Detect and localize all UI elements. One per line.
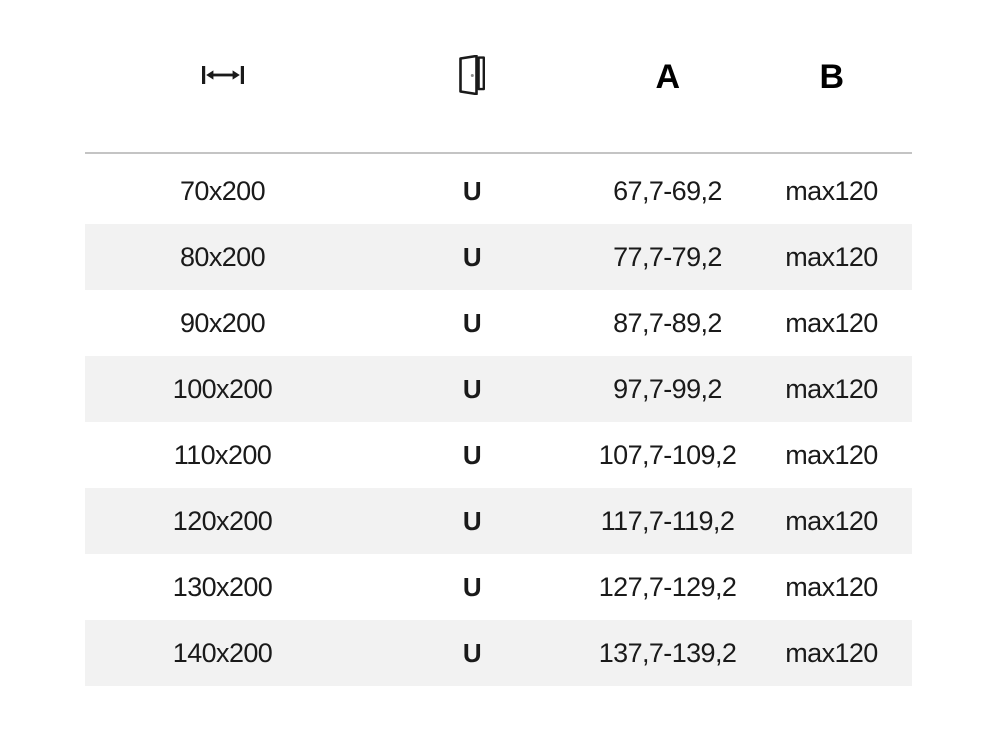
open-door-icon bbox=[458, 54, 486, 100]
cell-size: 140x200 bbox=[172, 637, 273, 668]
cell-b: max120 bbox=[785, 307, 878, 338]
cell-a: 137,7-139,2 bbox=[598, 637, 737, 668]
cell-opening-direction: U bbox=[462, 505, 482, 536]
width-dimension-icon bbox=[200, 60, 246, 95]
cell-opening-direction: U bbox=[462, 439, 482, 470]
header-divider bbox=[85, 152, 912, 154]
column-header-b-label: B bbox=[819, 58, 844, 96]
cell-opening-direction: U bbox=[462, 175, 482, 206]
table-row: 100x200 U 97,7-99,2 max120 bbox=[85, 356, 912, 422]
cell-b: max120 bbox=[785, 637, 878, 668]
cell-opening-direction: U bbox=[462, 307, 482, 338]
table-row: 140x200 U 137,7-139,2 max120 bbox=[85, 620, 912, 686]
table-row: 90x200 U 87,7-89,2 max120 bbox=[85, 290, 912, 356]
cell-size: 100x200 bbox=[172, 373, 273, 404]
cell-a: 127,7-129,2 bbox=[598, 571, 737, 602]
cell-a: 77,7-79,2 bbox=[613, 241, 722, 272]
table-row: 80x200 U 77,7-79,2 max120 bbox=[85, 224, 912, 290]
cell-a: 67,7-69,2 bbox=[613, 175, 722, 206]
cell-a: 97,7-99,2 bbox=[613, 373, 722, 404]
table-row: 120x200 U 117,7-119,2 max120 bbox=[85, 488, 912, 554]
cell-b: max120 bbox=[785, 241, 878, 272]
table-header-row: A B bbox=[85, 42, 912, 112]
table-row: 110x200 U 107,7-109,2 max120 bbox=[85, 422, 912, 488]
cell-opening-direction: U bbox=[462, 571, 482, 602]
cell-size: 80x200 bbox=[180, 241, 266, 272]
cell-opening-direction: U bbox=[462, 373, 482, 404]
cell-size: 90x200 bbox=[180, 307, 266, 338]
cell-size: 110x200 bbox=[173, 439, 272, 470]
cell-size: 70x200 bbox=[180, 175, 266, 206]
column-header-a: A bbox=[584, 42, 751, 112]
cell-a: 107,7-109,2 bbox=[598, 439, 737, 470]
table-row: 130x200 U 127,7-129,2 max120 bbox=[85, 554, 912, 620]
cell-b: max120 bbox=[785, 571, 878, 602]
cell-b: max120 bbox=[785, 439, 878, 470]
cell-b: max120 bbox=[785, 175, 878, 206]
column-header-size bbox=[85, 42, 360, 112]
table-row: 70x200 U 67,7-69,2 max120 bbox=[85, 158, 912, 224]
cell-a: 117,7-119,2 bbox=[600, 505, 735, 536]
table-body: 70x200 U 67,7-69,2 max120 80x200 U 77,7-79,2 ma… bbox=[85, 158, 912, 686]
cell-opening-direction: U bbox=[462, 241, 482, 272]
column-header-a-label: A bbox=[655, 58, 680, 96]
column-header-opening-direction bbox=[360, 42, 584, 112]
cell-opening-direction: U bbox=[462, 637, 482, 668]
cell-a: 87,7-89,2 bbox=[613, 307, 722, 338]
cell-b: max120 bbox=[785, 373, 878, 404]
column-header-b: B bbox=[751, 42, 912, 112]
cell-size: 120x200 bbox=[172, 505, 273, 536]
cell-size: 130x200 bbox=[172, 571, 273, 602]
cell-b: max120 bbox=[785, 505, 878, 536]
